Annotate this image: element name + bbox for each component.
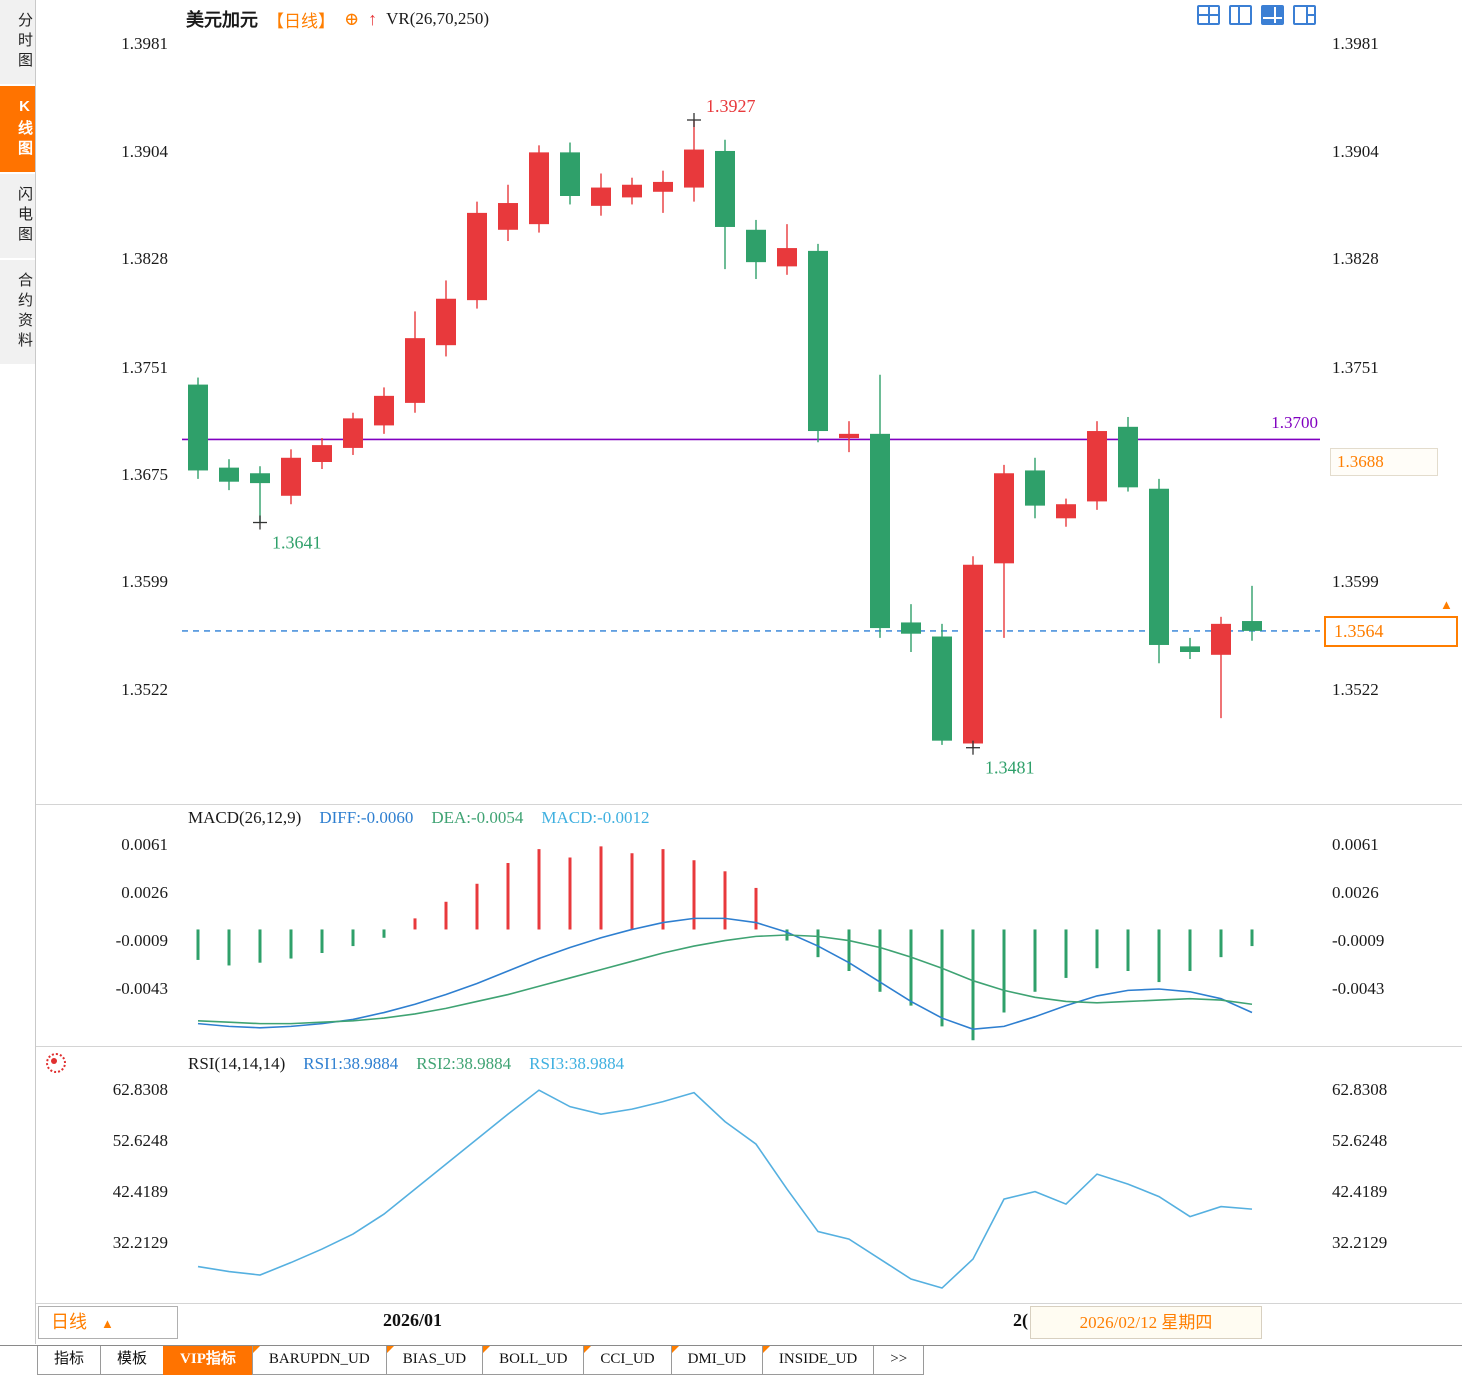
circle-plus-icon[interactable]: ⊕ (344, 8, 360, 29)
rsi-axis-label: 42.4189 (1332, 1182, 1388, 1201)
price-axis-label: 1.3904 (121, 142, 168, 161)
rsi3-value: RSI3:38.9884 (529, 1054, 625, 1073)
icon-mark (1263, 17, 1282, 19)
rsi2-value: RSI2:38.9884 (416, 1054, 512, 1073)
price-axis-label: 1.3904 (1332, 142, 1379, 161)
price-axis-label: 1.3751 (121, 358, 168, 377)
svg-text:1.3927: 1.3927 (706, 96, 756, 116)
tab-dmi-ud[interactable]: DMI_UD (670, 1346, 763, 1375)
layout-toolbar (1197, 5, 1316, 25)
macd-axis-label: 0.0026 (1332, 883, 1379, 902)
tab-barupdn-ud[interactable]: BARUPDN_UD (251, 1346, 387, 1375)
panel-divider (0, 804, 1462, 805)
indicator-tabbar: 指标 模板 VIP指标 BARUPDN_UD BIAS_UD BOLL_UD C… (0, 1345, 1462, 1375)
icon-mark (51, 1058, 57, 1064)
icon-mark (1306, 14, 1314, 16)
rsi-axis-label: 62.8308 (1332, 1080, 1388, 1099)
sidebar-item-lightning-chart[interactable]: 闪电图 (0, 174, 35, 260)
price-axis-label: 1.3599 (121, 572, 168, 591)
tab-inside-ud[interactable]: INSIDE_UD (761, 1346, 875, 1375)
period-selector-label: 日线 (51, 1312, 87, 1332)
price-axis-label: 1.3981 (1332, 34, 1379, 53)
macd-axis-label: 0.0061 (1332, 835, 1379, 854)
panel-divider (0, 1046, 1462, 1047)
cursor-date-badge: 2026/02/12 星期四 (1030, 1306, 1262, 1339)
grid-layout-icon[interactable] (1197, 5, 1220, 25)
date-axis-partial: 2( (1013, 1310, 1028, 1330)
macd-dea-value: DEA:-0.0054 (431, 808, 524, 827)
price-axis-label: 1.3828 (121, 249, 168, 268)
macd-name: MACD(26,12,9) (188, 808, 302, 827)
tab-templates[interactable]: 模板 (100, 1346, 165, 1375)
sidebar-item-kline-chart[interactable]: K线图 (0, 86, 35, 174)
price-axis-label: 1.3522 (1332, 680, 1379, 699)
chart-header: 美元加元 【日线】 ⊕ ↑ VR(26,70,250) (186, 6, 489, 32)
tab-indicators[interactable]: 指标 (37, 1346, 102, 1375)
icon-mark (1238, 7, 1240, 23)
macd-axis-label: -0.0009 (115, 931, 168, 950)
dropdown-up-icon: ▲ (101, 1316, 114, 1331)
left-sidebar: 分时图 K线图 闪电图 合约资料 (0, 0, 36, 1344)
macd-macd-value: MACD:-0.0012 (541, 808, 650, 827)
rsi-axis-label: 52.6248 (1332, 1131, 1388, 1150)
panel-divider (0, 1303, 1462, 1304)
rsi-name: RSI(14,14,14) (188, 1054, 286, 1073)
icon-mark (1274, 7, 1276, 23)
price-up-arrow-icon: ▲ (1440, 597, 1453, 612)
macd-axis-label: 0.0061 (121, 835, 168, 854)
svg-text:1.3481: 1.3481 (985, 758, 1035, 778)
macd-axis-label: -0.0009 (1332, 931, 1385, 950)
current-price-badge: 1.3564 (1324, 616, 1458, 647)
symbol-name: 美元加元 (186, 10, 258, 30)
level-line-label: 1.3700 (1271, 413, 1318, 432)
period-selector[interactable]: 日线 ▲ (38, 1306, 178, 1339)
svg-text:1.3641: 1.3641 (272, 533, 322, 553)
price-axis-label: 1.3828 (1332, 249, 1379, 268)
macd-diff-value: DIFF:-0.0060 (319, 808, 414, 827)
price-axis-label: 1.3981 (121, 34, 168, 53)
tab-boll-ud[interactable]: BOLL_UD (482, 1346, 585, 1375)
macd-header: MACD(26,12,9) DIFF:-0.0060 DEA:-0.0054 M… (188, 808, 650, 828)
icon-mark (1199, 14, 1218, 16)
tab-vip-indicators[interactable]: VIP指标 (163, 1346, 253, 1375)
rsi-axis-label: 32.2129 (1332, 1233, 1388, 1252)
date-axis-month: 2026/01 (383, 1310, 443, 1330)
trend-up-arrow-icon: ↑ (368, 8, 378, 29)
macd-axis-label: -0.0043 (115, 979, 168, 998)
price-axis-label: 1.3599 (1332, 572, 1379, 591)
indicator-name: VR(26,70,250) (386, 9, 490, 28)
last-close-badge: 1.3688 (1330, 448, 1438, 476)
target-icon[interactable] (46, 1053, 66, 1073)
rsi-axis-label: 32.2129 (112, 1233, 168, 1252)
chart-pane-icon[interactable] (1261, 5, 1284, 25)
rsi-axis-label: 52.6248 (112, 1131, 168, 1150)
rsi-axis-label: 62.8308 (112, 1080, 168, 1099)
tab-more[interactable]: >> (873, 1346, 925, 1375)
price-axis-label: 1.3751 (1332, 358, 1379, 377)
macd-axis-label: 0.0026 (121, 883, 168, 902)
column-pane-icon[interactable] (1293, 5, 1316, 25)
sidebar-item-contract-info[interactable]: 合约资料 (0, 260, 35, 366)
dual-pane-icon[interactable] (1229, 5, 1252, 25)
period-tag: 【日线】 (267, 11, 335, 31)
rsi-header: RSI(14,14,14) RSI1:38.9884 RSI2:38.9884 … (188, 1054, 624, 1074)
price-axis-label: 1.3675 (121, 465, 168, 484)
tab-cci-ud[interactable]: CCI_UD (583, 1346, 672, 1375)
sidebar-item-time-chart[interactable]: 分时图 (0, 0, 35, 86)
price-axis-label: 1.3522 (121, 680, 168, 699)
tab-bias-ud[interactable]: BIAS_UD (385, 1346, 484, 1375)
rsi-axis-label: 42.4189 (112, 1182, 168, 1201)
rsi1-value: RSI1:38.9884 (303, 1054, 399, 1073)
macd-axis-label: -0.0043 (1332, 979, 1385, 998)
